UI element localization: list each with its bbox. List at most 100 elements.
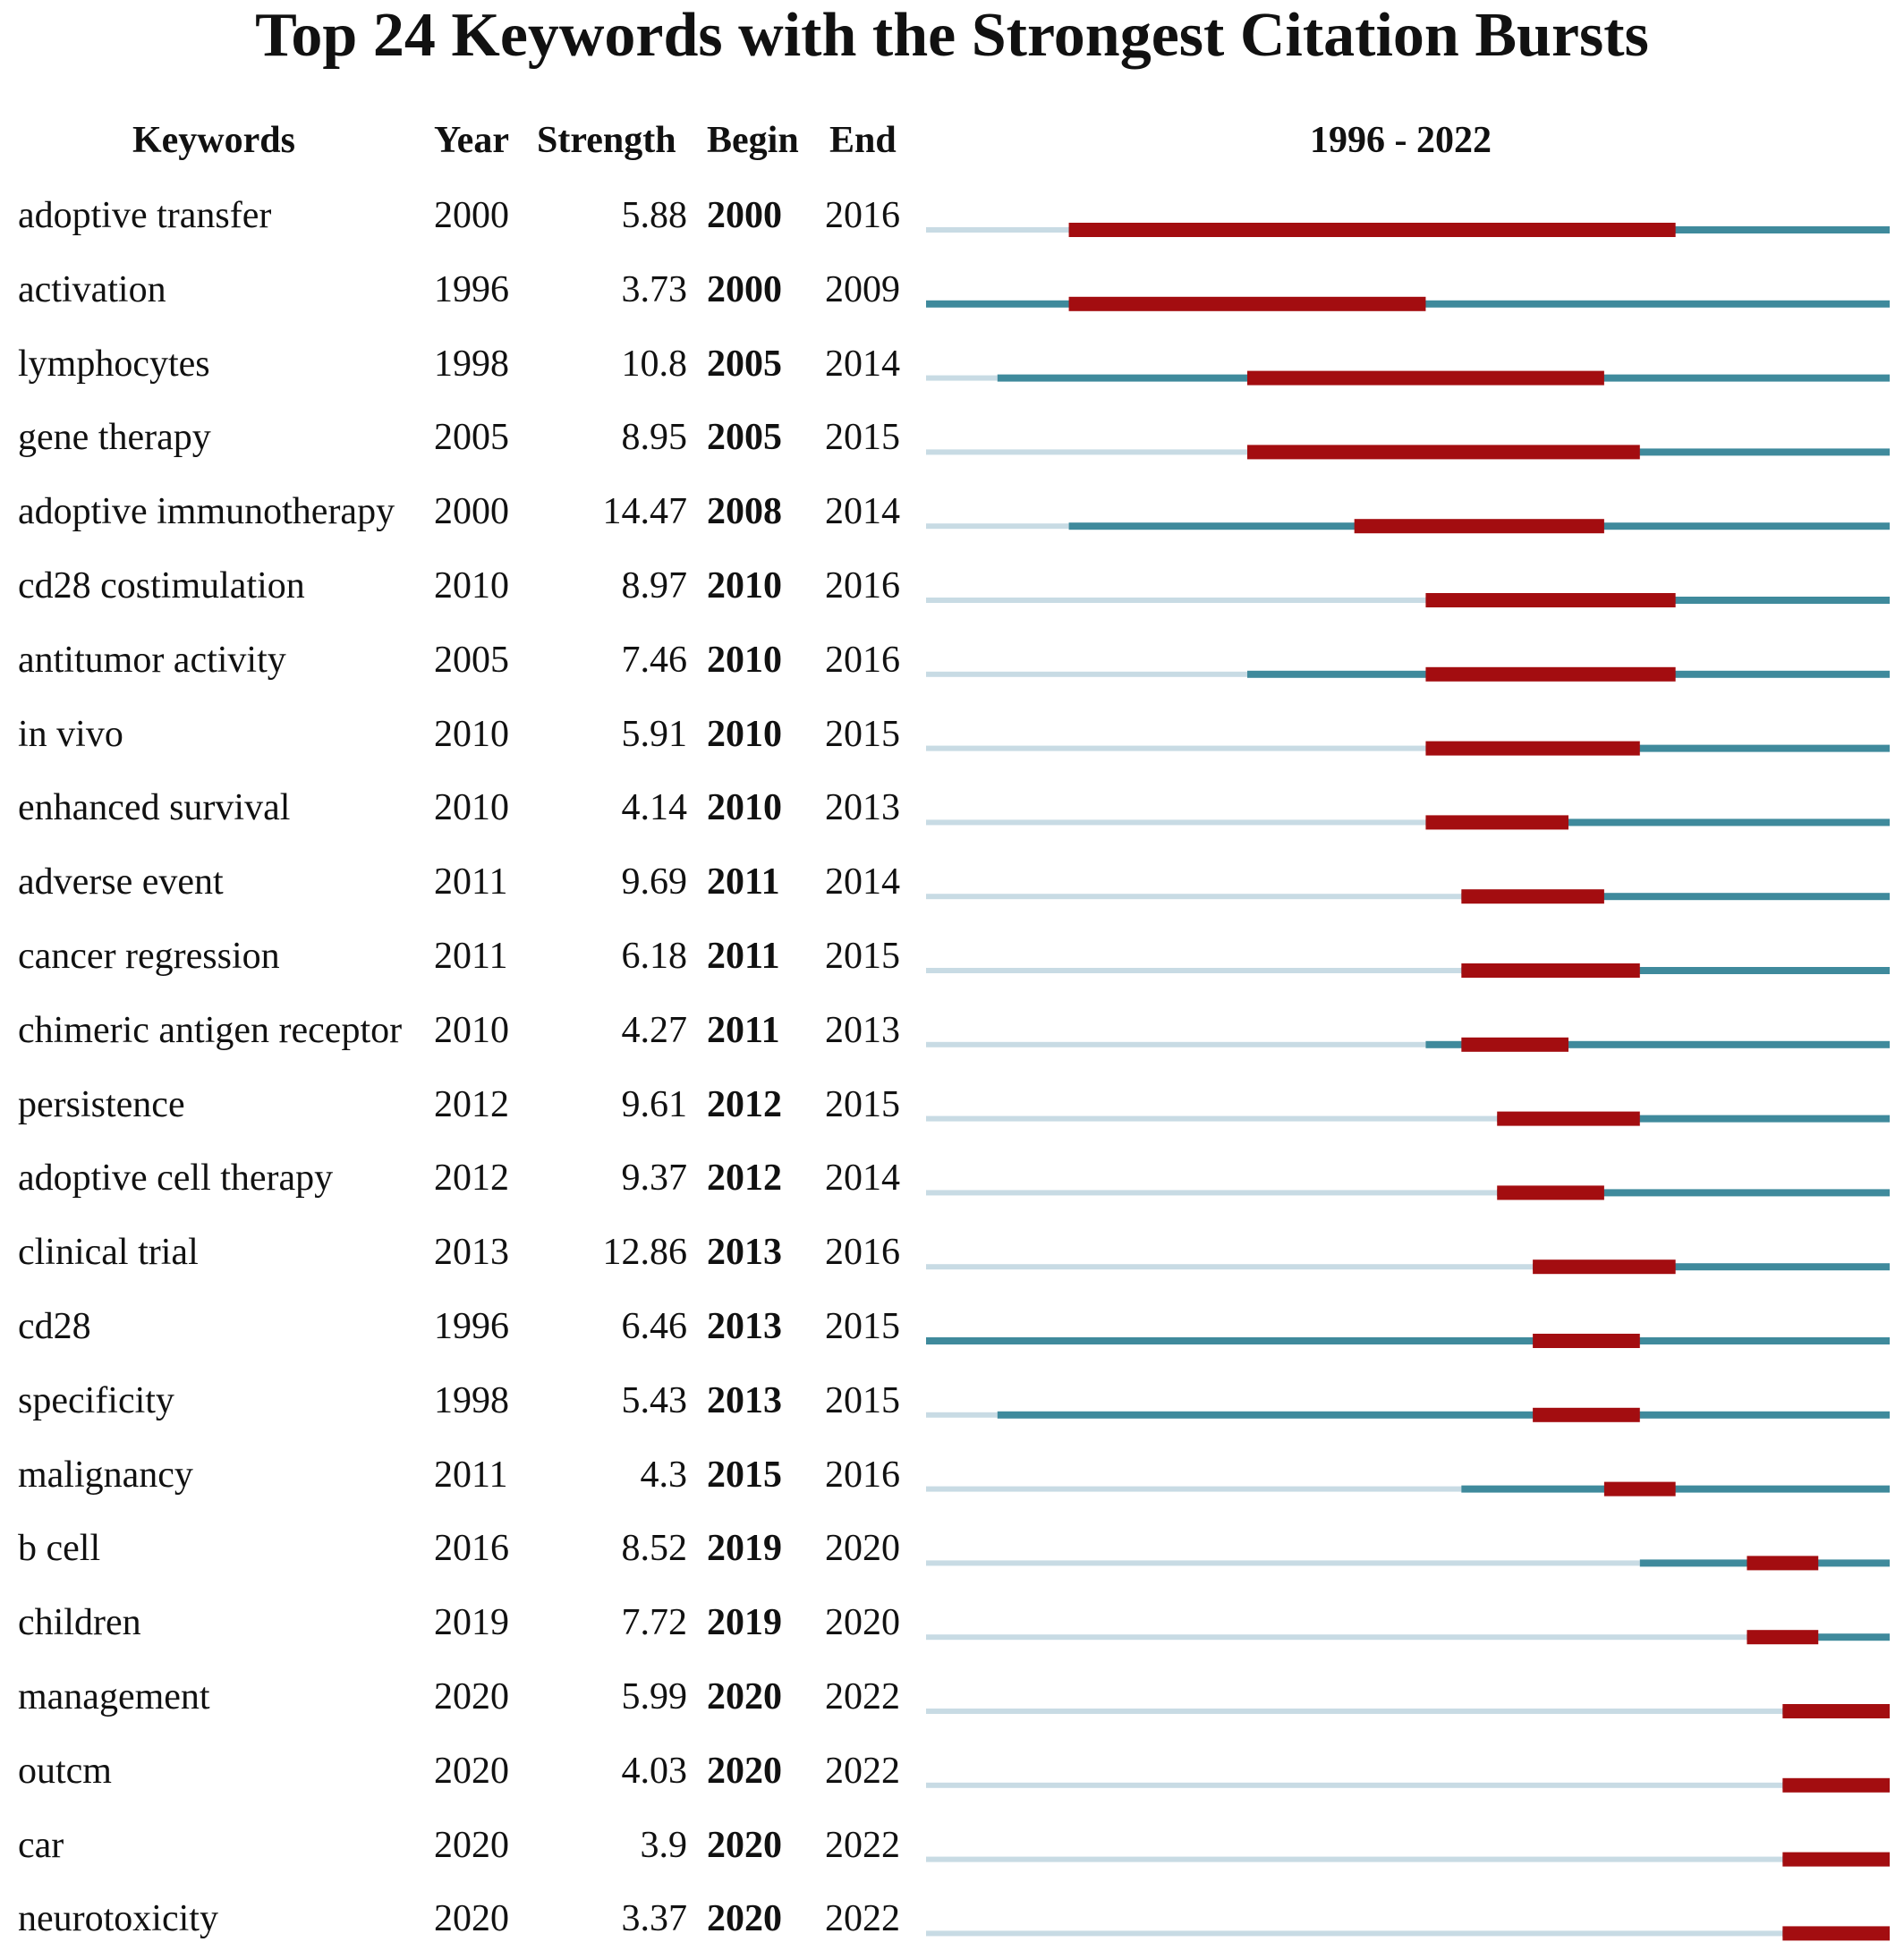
burst-bar (1603, 1481, 1676, 1497)
inactive-segment (926, 1930, 1783, 1937)
year-cell: 2013 (434, 1232, 509, 1274)
year-cell: 2010 (434, 713, 509, 755)
end-cell: 2016 (825, 565, 900, 606)
burst-bar (1068, 296, 1426, 311)
begin-cell: 2011 (707, 936, 780, 977)
end-cell: 2022 (825, 1676, 900, 1717)
strength-cell: 5.99 (621, 1676, 688, 1717)
keyword-cell: adoptive transfer (18, 195, 272, 236)
header-range: 1996 - 2022 (1310, 120, 1492, 161)
begin-cell: 2020 (707, 1898, 782, 1940)
end-cell: 2022 (825, 1750, 900, 1792)
keyword-cell: adoptive immunotherapy (18, 491, 395, 533)
burst-bar (1533, 1334, 1640, 1348)
begin-cell: 2010 (707, 787, 782, 829)
begin-cell: 2000 (707, 195, 782, 236)
year-cell: 2012 (434, 1083, 509, 1125)
end-cell: 2015 (825, 1379, 900, 1421)
year-cell: 1998 (434, 1379, 509, 1421)
year-cell: 1998 (434, 343, 509, 385)
begin-cell: 2015 (707, 1454, 782, 1496)
header-keywords: Keywords (132, 120, 295, 161)
chart-title: Top 24 Keywords with the Strongest Citat… (255, 1, 1649, 70)
strength-cell: 7.46 (621, 639, 688, 681)
burst-bar (1425, 815, 1568, 830)
strength-cell: 4.03 (621, 1750, 688, 1792)
begin-cell: 2010 (707, 565, 782, 606)
strength-cell: 9.37 (621, 1158, 688, 1200)
strength-cell: 4.3 (640, 1454, 688, 1496)
begin-cell: 2000 (707, 268, 782, 310)
begin-cell: 2013 (707, 1306, 782, 1347)
end-cell: 2015 (825, 936, 900, 977)
burst-bar (1497, 1111, 1640, 1126)
end-cell: 2015 (825, 1306, 900, 1347)
begin-cell: 2010 (707, 639, 782, 681)
begin-cell: 2020 (707, 1824, 782, 1866)
keyword-cell: antitumor activity (18, 639, 286, 681)
strength-cell: 8.95 (621, 417, 688, 459)
strength-cell: 6.46 (621, 1306, 688, 1347)
strength-cell: 7.72 (621, 1602, 688, 1644)
end-cell: 2020 (825, 1528, 900, 1570)
end-cell: 2016 (825, 1454, 900, 1496)
strength-cell: 5.43 (621, 1379, 688, 1421)
begin-cell: 2013 (707, 1232, 782, 1274)
inactive-segment (926, 1709, 1783, 1714)
inactive-segment (926, 1856, 1783, 1862)
inactive-segment (926, 1560, 1640, 1566)
year-cell: 2011 (434, 936, 508, 977)
begin-cell: 2005 (707, 343, 782, 385)
keyword-cell: in vivo (18, 713, 123, 755)
year-cell: 1996 (434, 268, 509, 310)
year-cell: 2010 (434, 565, 509, 606)
year-cell: 2010 (434, 787, 509, 829)
end-cell: 2014 (825, 861, 900, 903)
end-cell: 2016 (825, 639, 900, 681)
end-cell: 2009 (825, 268, 900, 310)
begin-cell: 2012 (707, 1083, 782, 1125)
inactive-segment (926, 375, 998, 381)
end-cell: 2013 (825, 1009, 900, 1051)
year-cell: 2012 (434, 1158, 509, 1200)
active-segment (1461, 893, 1890, 901)
begin-cell: 2011 (707, 1009, 780, 1051)
keyword-cell: malignancy (18, 1454, 193, 1496)
header-year: Year (434, 120, 509, 161)
begin-cell: 2013 (707, 1379, 782, 1421)
begin-cell: 2020 (707, 1676, 782, 1717)
begin-cell: 2008 (707, 491, 782, 533)
year-cell: 2020 (434, 1824, 509, 1866)
end-cell: 2013 (825, 787, 900, 829)
year-cell: 2000 (434, 195, 509, 236)
burst-bar (1782, 1704, 1890, 1718)
strength-cell: 8.52 (621, 1528, 688, 1570)
year-cell: 2020 (434, 1898, 509, 1940)
inactive-segment (926, 745, 1426, 751)
strength-cell: 6.18 (621, 936, 688, 977)
strength-cell: 4.14 (621, 787, 688, 829)
keyword-cell: adoptive cell therapy (18, 1158, 334, 1200)
year-cell: 2010 (434, 1009, 509, 1051)
inactive-segment (926, 1634, 1747, 1641)
keyword-cell: specificity (18, 1379, 174, 1421)
keyword-cell: activation (18, 268, 166, 310)
strength-cell: 3.9 (640, 1824, 688, 1866)
keyword-cell: b cell (18, 1528, 101, 1570)
end-cell: 2020 (825, 1602, 900, 1644)
end-cell: 2022 (825, 1824, 900, 1866)
keyword-cell: enhanced survival (18, 787, 291, 829)
strength-cell: 9.61 (621, 1083, 688, 1125)
strength-cell: 10.8 (621, 343, 688, 385)
keyword-cell: adverse event (18, 861, 224, 903)
strength-cell: 12.86 (602, 1232, 688, 1274)
keyword-cell: cd28 (18, 1306, 91, 1347)
strength-cell: 5.91 (621, 713, 688, 755)
active-segment (1497, 1189, 1890, 1197)
end-cell: 2014 (825, 1158, 900, 1200)
burst-bar (1461, 889, 1604, 904)
strength-cell: 5.88 (621, 195, 688, 236)
begin-cell: 2020 (707, 1750, 782, 1792)
inactive-segment (926, 598, 1426, 603)
year-cell: 2000 (434, 491, 509, 533)
